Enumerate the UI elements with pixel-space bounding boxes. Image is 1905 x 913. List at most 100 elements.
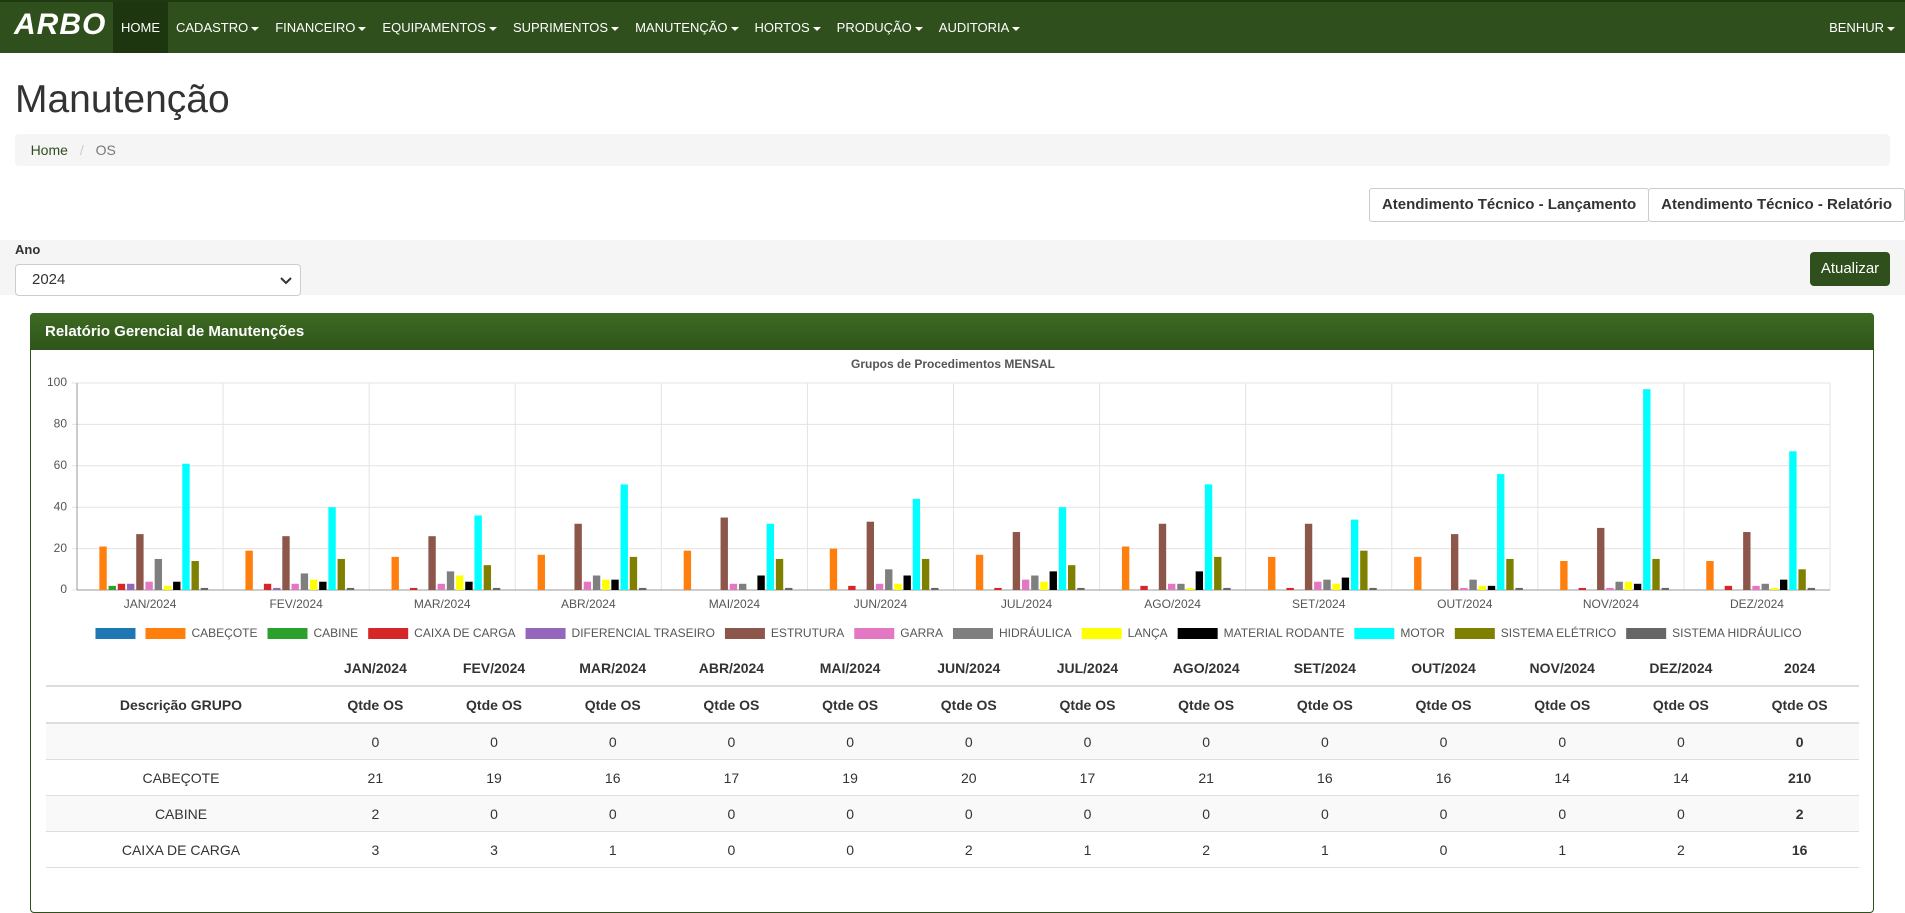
update-button[interactable]: Atualizar bbox=[1810, 252, 1890, 286]
bar bbox=[683, 550, 692, 590]
legend-label: CAIXA DE CARGA bbox=[414, 626, 515, 640]
bar bbox=[1761, 583, 1769, 590]
bar bbox=[1606, 587, 1614, 590]
month-header: FEV/2024 bbox=[462, 659, 526, 676]
legend-label: MATERIAL RODANTE bbox=[1224, 626, 1345, 640]
bar bbox=[1743, 532, 1751, 590]
qty-cell: 0 bbox=[909, 723, 1029, 760]
bar bbox=[848, 585, 856, 590]
bar bbox=[1624, 581, 1633, 590]
nav-item[interactable]: EQUIPAMENTOS bbox=[374, 2, 505, 53]
qty-cell: 0 bbox=[672, 795, 791, 832]
bar bbox=[1652, 558, 1660, 590]
bar bbox=[1077, 587, 1085, 590]
bar bbox=[1360, 550, 1368, 590]
bar bbox=[620, 484, 628, 590]
total-cell: 210 bbox=[1740, 759, 1859, 796]
bar bbox=[785, 587, 793, 590]
bar bbox=[894, 583, 902, 590]
nav-item[interactable]: PRODUÇÃO bbox=[829, 2, 931, 53]
legend-swatch bbox=[95, 628, 136, 639]
qty-header: Qtde OS bbox=[1621, 685, 1741, 724]
bar bbox=[829, 548, 838, 590]
qty-cell: 0 bbox=[1384, 723, 1503, 760]
table-row: CABINE 2 0 0 0 0 0 0 0 0 0 0 0 2 bbox=[46, 795, 1859, 832]
y-tick-label: 40 bbox=[54, 499, 68, 513]
launch-button[interactable]: Atendimento Técnico - Lançamento bbox=[1368, 188, 1650, 222]
nav-item[interactable]: SUPRIMENTOS bbox=[505, 2, 627, 53]
x-tick-label: FEV/2024 bbox=[269, 597, 323, 611]
qty-header: Qtde OS bbox=[1265, 685, 1385, 724]
qty-cell: 3 bbox=[434, 831, 554, 868]
bar bbox=[931, 587, 939, 590]
total-cell: 16 bbox=[1740, 831, 1859, 868]
group-cell bbox=[46, 723, 316, 760]
month-header: ABR/2024 bbox=[698, 659, 765, 676]
nav-item[interactable]: MANUTENÇÃO bbox=[627, 2, 746, 53]
breadcrumb-home[interactable]: Home bbox=[30, 142, 68, 158]
panel-title: Relatório Gerencial de Manutenções bbox=[30, 313, 1874, 350]
bar bbox=[866, 521, 875, 590]
report-button[interactable]: Atendimento Técnico - Relatório bbox=[1648, 188, 1905, 222]
bar bbox=[1515, 587, 1523, 590]
navbar: ARBO HOME CADASTRO FINANCEIRO EQUIPAMENTOS S… bbox=[0, 0, 1905, 53]
bar bbox=[775, 558, 784, 590]
filter-bar bbox=[0, 240, 1905, 295]
qty-cell: 0 bbox=[1265, 795, 1385, 832]
user-menu[interactable]: BENHUR bbox=[1829, 2, 1895, 53]
x-tick-label: JAN/2024 bbox=[124, 597, 177, 611]
nav-item[interactable]: FINANCEIRO bbox=[267, 2, 374, 53]
qty-cell: 2 bbox=[1621, 831, 1741, 868]
nav-item[interactable]: HORTOS bbox=[747, 2, 829, 53]
bar bbox=[885, 569, 893, 590]
bar bbox=[346, 587, 355, 590]
qty-cell: 0 bbox=[790, 723, 910, 760]
bar bbox=[1186, 587, 1194, 590]
nav-item[interactable]: HOME bbox=[113, 2, 168, 53]
bar bbox=[291, 583, 299, 590]
qty-header: Qtde OS bbox=[553, 685, 673, 724]
group-header: Descrição GRUPO bbox=[46, 685, 316, 724]
legend-label: MOTOR bbox=[1400, 626, 1445, 640]
bar bbox=[1414, 556, 1422, 590]
qty-cell: 2 bbox=[909, 831, 1029, 868]
legend-label: LANÇA bbox=[1128, 626, 1168, 640]
logo[interactable]: ARBO bbox=[14, 8, 107, 41]
bar bbox=[1706, 561, 1714, 590]
bar bbox=[1597, 527, 1605, 590]
bar bbox=[1268, 556, 1276, 590]
month-header: JAN/2024 bbox=[343, 659, 407, 676]
qty-cell: 0 bbox=[434, 795, 554, 832]
bar bbox=[975, 554, 984, 590]
month-header: OUT/2024 bbox=[1411, 659, 1476, 676]
bar bbox=[602, 579, 610, 590]
bar bbox=[1168, 583, 1176, 590]
bar bbox=[1121, 546, 1130, 590]
bar bbox=[1633, 583, 1642, 590]
year-header: 2024 bbox=[1784, 659, 1816, 676]
bar bbox=[1040, 581, 1048, 590]
nav-item[interactable]: CADASTRO bbox=[168, 2, 267, 53]
qty-cell: 14 bbox=[1502, 759, 1622, 796]
bar bbox=[720, 517, 728, 590]
nav-item[interactable]: AUDITORIA bbox=[931, 2, 1029, 53]
bar bbox=[1770, 587, 1779, 590]
qty-cell: 19 bbox=[790, 759, 910, 796]
bar bbox=[182, 463, 190, 590]
bar bbox=[1724, 585, 1733, 590]
qty-cell: 16 bbox=[1265, 759, 1385, 796]
qty-header: Qtde OS bbox=[1028, 685, 1147, 724]
qty-cell: 21 bbox=[1146, 759, 1266, 796]
bar bbox=[1012, 532, 1021, 590]
bar bbox=[492, 587, 501, 590]
qty-cell: 0 bbox=[434, 723, 554, 760]
bar bbox=[1332, 583, 1340, 590]
bar bbox=[1204, 484, 1213, 590]
total-cell: 0 bbox=[1740, 723, 1859, 760]
bar bbox=[1487, 585, 1496, 590]
bar bbox=[456, 575, 464, 590]
table-row: CAIXA DE CARGA 3 3 1 0 0 2 1 2 1 0 1 2 16 bbox=[46, 831, 1859, 868]
bar bbox=[1021, 579, 1030, 590]
bar bbox=[483, 565, 492, 590]
year-select[interactable]: 2024 bbox=[15, 264, 301, 296]
